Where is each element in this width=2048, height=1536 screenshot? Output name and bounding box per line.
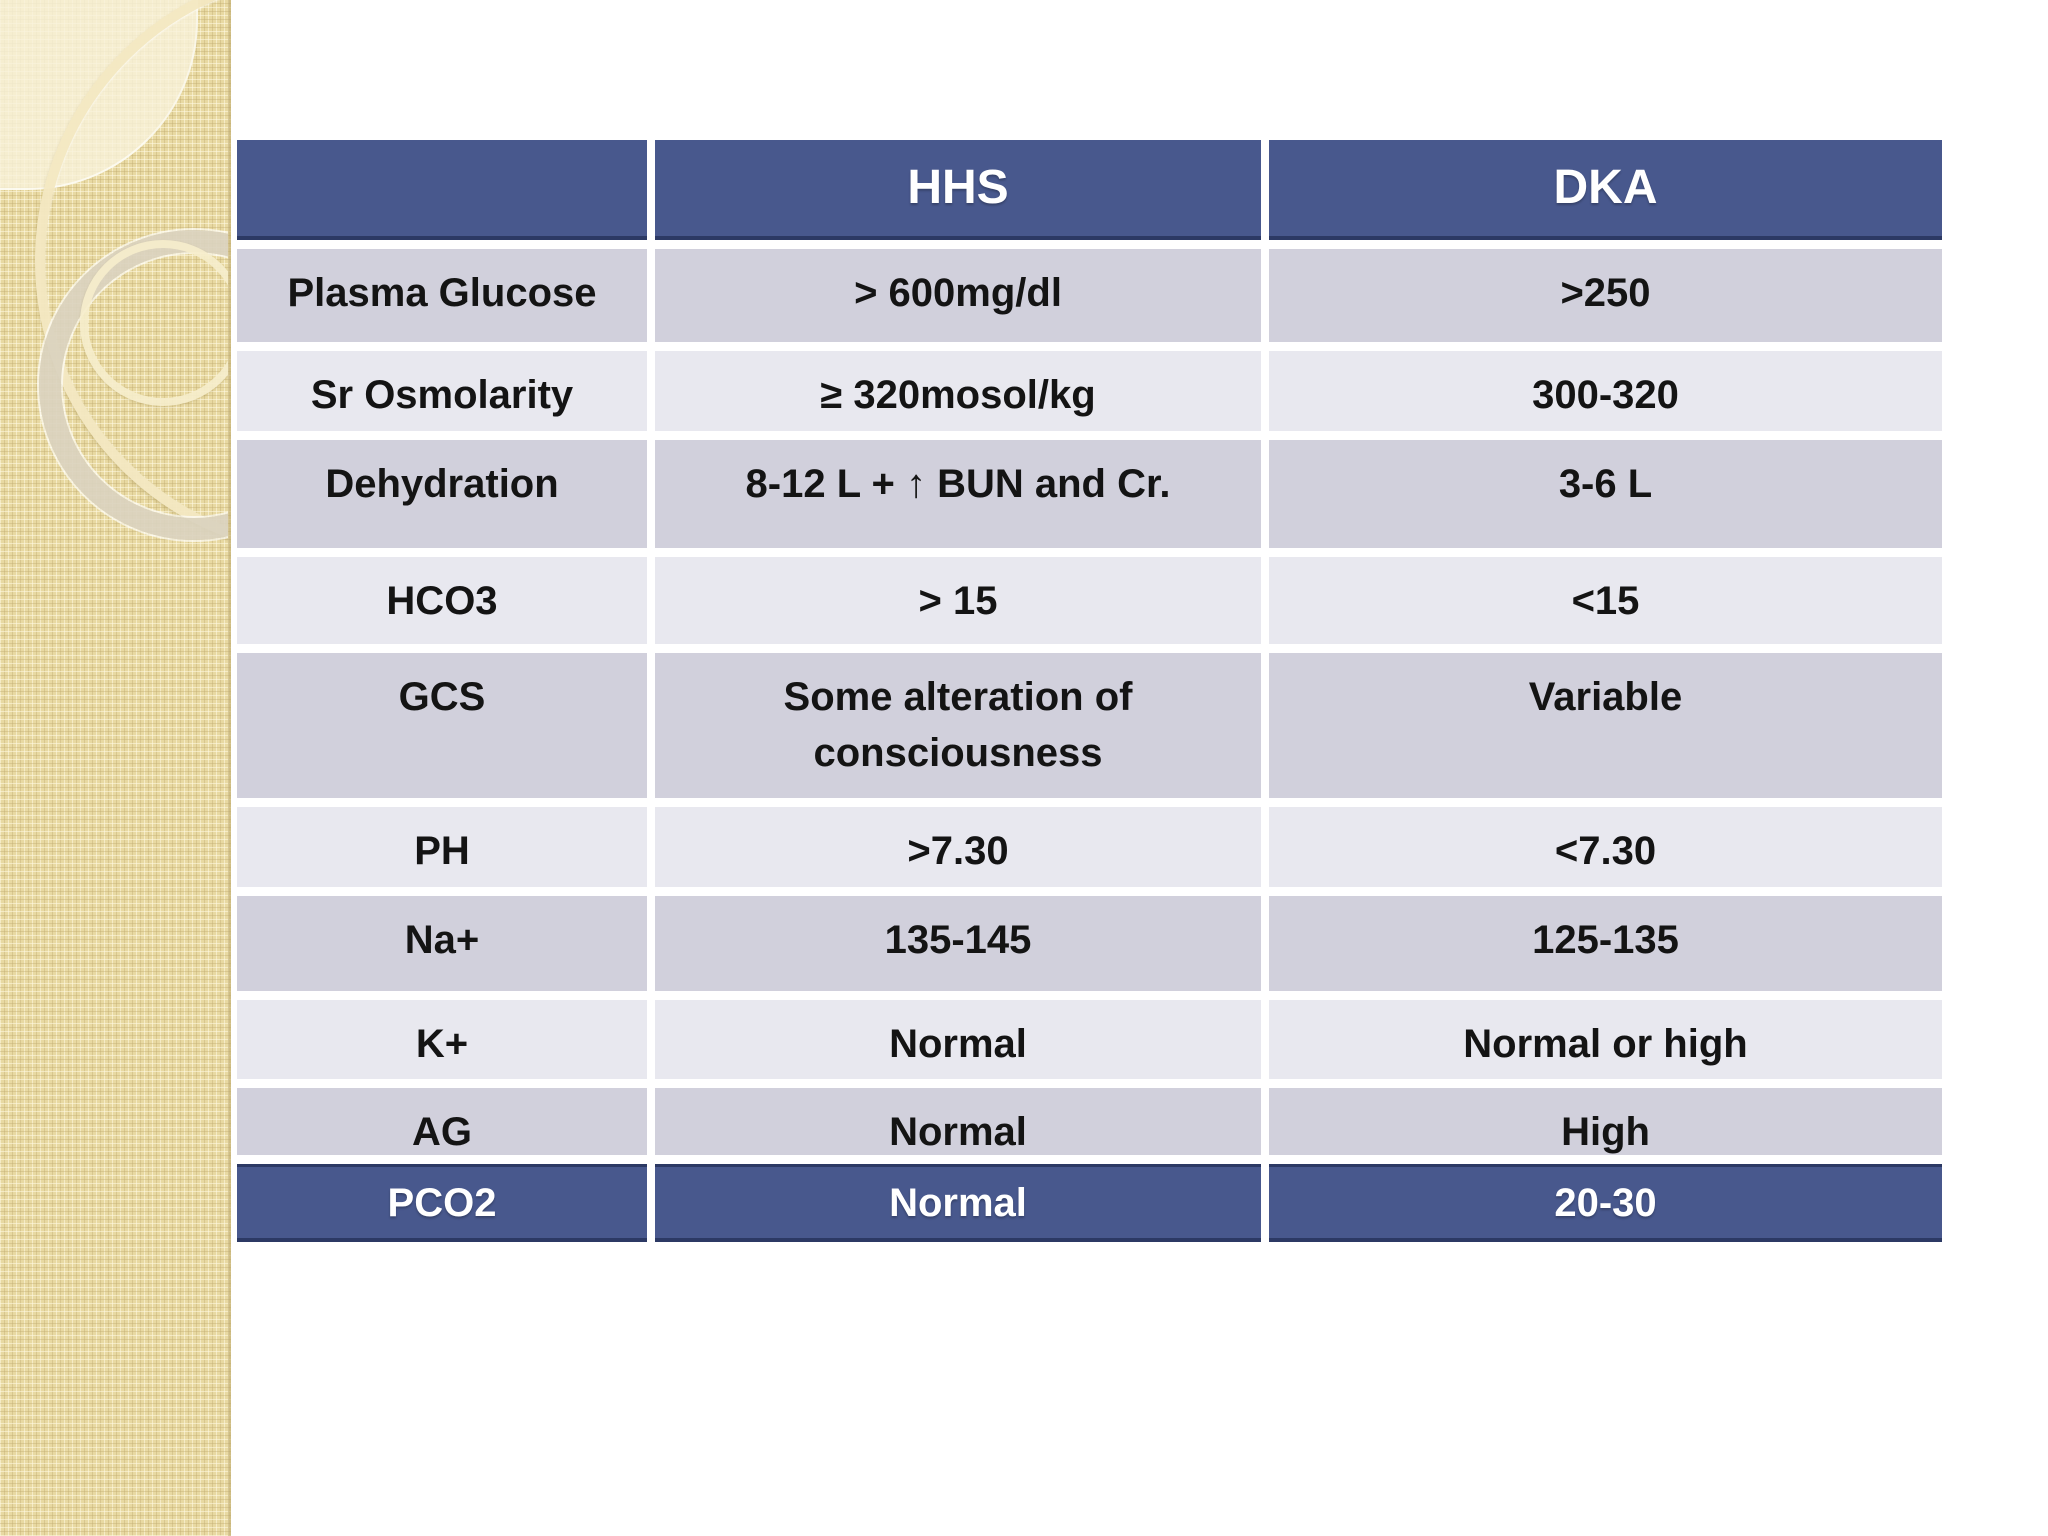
hhs-dka-comparison-table: HHS DKA Plasma Glucose > 600mg/dl >250 S… bbox=[237, 140, 1942, 1242]
hhs-value-cell: > 600mg/dl bbox=[655, 249, 1261, 342]
row-label: Dehydration bbox=[237, 440, 647, 548]
hhs-value-cell: 135-145 bbox=[655, 896, 1261, 991]
dka-value-cell: Normal or high bbox=[1269, 1000, 1942, 1079]
hhs-value-cell: > 15 bbox=[655, 557, 1261, 644]
row-label: Na+ bbox=[237, 896, 647, 991]
row-label: Sr Osmolarity bbox=[237, 351, 647, 431]
dka-value-cell: High bbox=[1269, 1088, 1942, 1155]
row-label: K+ bbox=[237, 1000, 647, 1079]
dka-value-cell: 20-30 bbox=[1269, 1164, 1942, 1242]
decor-ring-small bbox=[80, 240, 228, 406]
dka-value-cell: <15 bbox=[1269, 557, 1942, 644]
hhs-value-cell: Some alteration of consciousness bbox=[655, 653, 1261, 798]
dka-value-cell: 300-320 bbox=[1269, 351, 1942, 431]
dka-value-cell: <7.30 bbox=[1269, 807, 1942, 887]
header-cell-dka: DKA bbox=[1269, 140, 1942, 240]
slide-theme-sidebar bbox=[0, 0, 231, 1536]
hhs-value-cell: ≥ 320mosol/kg bbox=[655, 351, 1261, 431]
header-cell-hhs: HHS bbox=[655, 140, 1261, 240]
row-label: GCS bbox=[237, 653, 647, 798]
row-label: HCO3 bbox=[237, 557, 647, 644]
row-label: PCO2 bbox=[237, 1164, 647, 1242]
row-label: Plasma Glucose bbox=[237, 249, 647, 342]
hhs-value-cell: Normal bbox=[655, 1088, 1261, 1155]
hhs-value-cell: Normal bbox=[655, 1000, 1261, 1079]
dka-value-cell: Variable bbox=[1269, 653, 1942, 798]
dka-value-cell: >250 bbox=[1269, 249, 1942, 342]
hhs-value-cell: >7.30 bbox=[655, 807, 1261, 887]
header-cell-empty bbox=[237, 140, 647, 240]
hhs-value-text: Some alteration of consciousness bbox=[783, 675, 1133, 775]
dka-value-cell: 125-135 bbox=[1269, 896, 1942, 991]
hhs-value-cell: Normal bbox=[655, 1164, 1261, 1242]
dka-value-cell: 3-6 L bbox=[1269, 440, 1942, 548]
row-label: AG bbox=[237, 1088, 647, 1155]
row-label: PH bbox=[237, 807, 647, 887]
hhs-value-cell: 8-12 L + ↑ BUN and Cr. bbox=[655, 440, 1261, 548]
